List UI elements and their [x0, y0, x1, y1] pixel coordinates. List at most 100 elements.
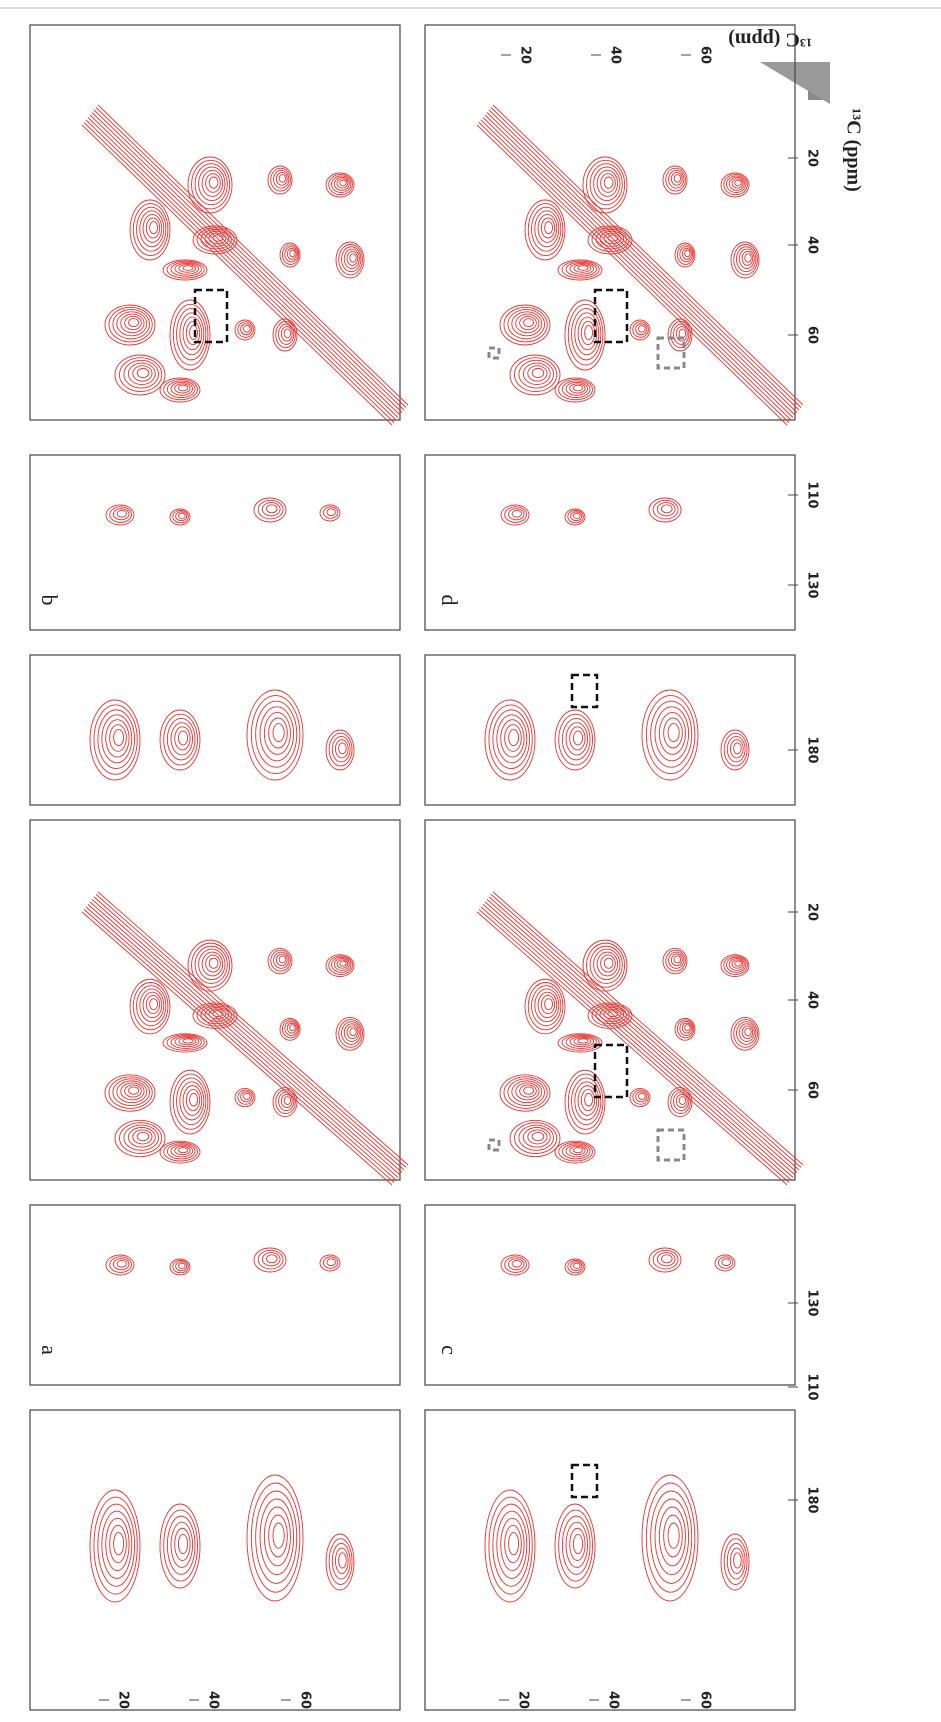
- contour: [113, 1531, 125, 1556]
- contour: [518, 359, 554, 389]
- contour: [275, 953, 288, 967]
- contour: [524, 199, 566, 261]
- contour: [733, 243, 758, 276]
- contour: [500, 1254, 530, 1276]
- spectrum-frame: [29, 1409, 401, 1711]
- contour: [519, 315, 537, 331]
- contour: [109, 1524, 127, 1564]
- contour: [603, 1008, 622, 1020]
- contour: [240, 1091, 253, 1103]
- contour: [486, 112, 798, 413]
- contour: [149, 221, 159, 235]
- contour: [488, 896, 800, 1171]
- contour: [270, 949, 291, 972]
- contour: [116, 1260, 127, 1268]
- contour: [584, 325, 594, 341]
- contour: [540, 995, 556, 1015]
- spectrum-frame: [424, 24, 796, 421]
- contour: [678, 328, 687, 339]
- highlight-box: [570, 673, 599, 709]
- contour: [574, 1081, 600, 1121]
- contour: [476, 124, 788, 426]
- spectrum-frame: [29, 819, 401, 1181]
- contour: [667, 723, 680, 743]
- contour: [85, 119, 397, 421]
- contour: [482, 904, 794, 1178]
- contour: [600, 173, 616, 193]
- contour: [189, 1092, 199, 1107]
- contour: [684, 1024, 691, 1032]
- contour: [113, 729, 125, 747]
- contour: [587, 1002, 633, 1029]
- contour: [503, 1076, 548, 1109]
- contour: [522, 362, 551, 386]
- contour: [744, 1027, 752, 1037]
- contour: [128, 1086, 140, 1095]
- contour: [174, 262, 200, 275]
- contour: [513, 1122, 558, 1154]
- highlight-box: [593, 288, 629, 344]
- contour: [175, 511, 188, 522]
- tick-label: 20: [516, 1691, 531, 1709]
- contour: [577, 1038, 589, 1044]
- contour: [731, 178, 744, 189]
- contour: [343, 1023, 360, 1042]
- contour: [278, 1091, 295, 1112]
- contour: [569, 726, 586, 751]
- contour: [194, 163, 228, 206]
- contour: [289, 1024, 296, 1032]
- tick-label: 40: [206, 1691, 221, 1709]
- contour: [338, 1552, 347, 1569]
- contour: [319, 1254, 341, 1272]
- contour: [632, 321, 649, 338]
- contour: [670, 1089, 691, 1115]
- contour: [504, 1256, 527, 1273]
- panel-label: c: [437, 1345, 462, 1355]
- contour: [641, 1474, 699, 1602]
- contour: [504, 1524, 522, 1564]
- contour: [182, 316, 203, 351]
- contour: [679, 1021, 694, 1036]
- contour: [527, 982, 564, 1031]
- contour: [170, 381, 194, 396]
- contour: [661, 504, 673, 514]
- contour: [519, 1084, 537, 1098]
- contour: [540, 217, 556, 239]
- contour: [490, 894, 802, 1168]
- contour: [335, 1017, 365, 1051]
- contour: [286, 247, 297, 260]
- contour: [645, 1482, 696, 1593]
- contour: [720, 172, 750, 198]
- contour: [118, 1122, 163, 1154]
- contour: [720, 954, 750, 977]
- contour: [93, 704, 138, 775]
- contour: [573, 264, 592, 273]
- contour: [524, 978, 566, 1035]
- contour: [172, 303, 209, 366]
- contour: [127, 1127, 156, 1148]
- contour: [569, 1036, 595, 1048]
- contour: [108, 306, 153, 343]
- contour: [508, 729, 520, 747]
- contour: [325, 1533, 355, 1591]
- contour: [565, 1521, 589, 1568]
- contour: [120, 313, 145, 334]
- contour: [275, 321, 296, 349]
- contour: [561, 380, 591, 398]
- contour: [163, 1142, 198, 1162]
- contour: [178, 264, 197, 273]
- contour: [652, 1249, 679, 1270]
- contour: [596, 169, 619, 197]
- contour: [728, 958, 745, 971]
- contour: [200, 229, 232, 250]
- contour: [571, 308, 602, 361]
- contour: [509, 354, 561, 396]
- contour: [255, 700, 298, 768]
- contour: [723, 1538, 748, 1585]
- contour: [85, 906, 397, 1181]
- contour: [503, 306, 548, 343]
- contour: [589, 163, 623, 206]
- contour: [509, 1119, 561, 1158]
- contour: [323, 1256, 339, 1269]
